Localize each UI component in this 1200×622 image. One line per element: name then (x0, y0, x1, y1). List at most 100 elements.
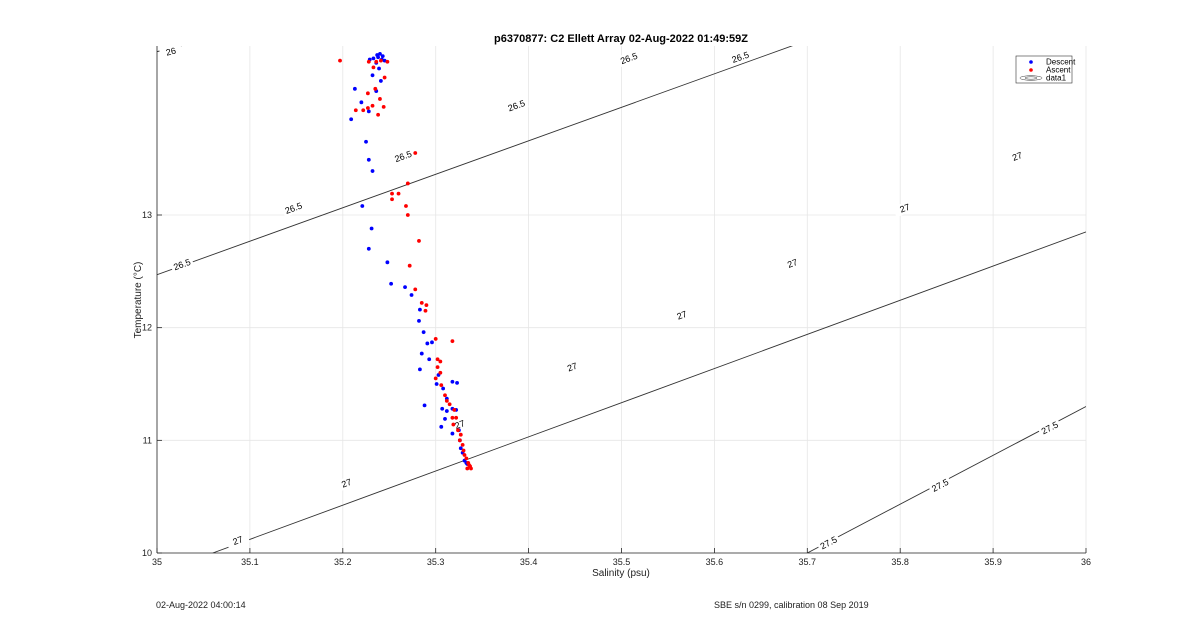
axes (156, 46, 1087, 554)
contour-label: 26 (165, 46, 177, 58)
descent-point (458, 446, 463, 451)
x-tick-label: 35.3 (427, 557, 445, 567)
descent-point (366, 157, 371, 162)
ascent-point (413, 287, 418, 292)
contour-label: 27 (675, 309, 688, 322)
x-tick-label: 35.2 (334, 557, 352, 567)
contour-line (212, 231, 1086, 553)
contour-label: 27 (340, 477, 353, 490)
ascent-point (413, 151, 418, 155)
ascent-point (439, 383, 444, 388)
descent-point (434, 382, 439, 386)
legend-descent-label: Descent (1046, 58, 1076, 67)
contour-label: 27 (898, 202, 911, 215)
descent-point (360, 204, 365, 208)
contour-label-bg (616, 49, 642, 68)
ascent-point (365, 91, 370, 96)
contour-label: 27 (1011, 150, 1024, 163)
x-tick-label: 35.7 (799, 557, 817, 567)
contour-label-bg (390, 147, 416, 166)
ascent-point (450, 415, 455, 420)
ascent-point (365, 106, 370, 110)
ascent-point (423, 308, 428, 313)
ascent-point (458, 432, 463, 437)
footer-timestamp: 02-Aug-2022 04:00:14 (156, 600, 246, 610)
ascent-point (451, 422, 456, 427)
ascent-point (373, 86, 378, 91)
ascent-point (371, 65, 376, 70)
y-tick-label: 13 (142, 210, 152, 220)
descent-point (455, 380, 459, 385)
x-tick-label: 35.4 (520, 557, 538, 567)
grid-lines (156, 46, 1087, 554)
descent-point (380, 54, 385, 59)
contour-label-bg (669, 306, 695, 325)
ascent-point (450, 339, 455, 344)
contour-label-bg (1037, 417, 1063, 438)
contour-label-bg (1005, 147, 1030, 166)
descent-point (385, 260, 390, 265)
descent-point (377, 66, 381, 71)
ascent-point (366, 59, 371, 64)
x-tick-label: 35.1 (241, 557, 259, 567)
contour-label-bg (780, 254, 805, 273)
ascent-point (433, 337, 438, 341)
ascent-point (376, 112, 381, 117)
contour-label: 27 (231, 534, 244, 547)
y-tick-label: 11 (143, 435, 152, 445)
tick-labels: 35 35.1 35.2 35.3 35.4 35.5 35.6 35.7 35.8 35.9 36… (142, 210, 1091, 567)
descent-point (425, 341, 430, 346)
descent-point (370, 169, 375, 173)
contour-label-bg (169, 255, 195, 274)
ascent-point (378, 58, 383, 63)
ascent-point (396, 191, 401, 196)
ascent-point (435, 357, 440, 362)
descent-point (418, 367, 422, 372)
descent-point (352, 86, 357, 91)
legend-ascent-label: Ascent (1046, 66, 1071, 75)
ascent-point (468, 464, 472, 469)
descent-point (376, 55, 381, 60)
descent-point (427, 357, 432, 362)
descent-point (359, 100, 364, 105)
descent-point (409, 293, 414, 297)
descent-point (450, 379, 455, 384)
y-tick-label: 12 (142, 323, 152, 333)
descent-point (450, 431, 455, 436)
ascent-point (452, 408, 457, 412)
ascent-point (438, 370, 443, 375)
contour-label-bg (816, 532, 841, 553)
x-axis-label: Salinity (psu) (592, 568, 650, 579)
legend-descent-marker (1029, 60, 1033, 64)
ascent-point (338, 58, 342, 63)
contour-label: 27 (786, 257, 799, 270)
ascent-point (419, 300, 424, 305)
contour-label-bg (892, 199, 918, 218)
descent-point (418, 307, 422, 312)
contour-label-bg (281, 199, 306, 218)
ascent-point (464, 456, 469, 461)
ascent-point (456, 428, 460, 433)
descent-point (439, 424, 444, 429)
ascent-point (443, 393, 447, 398)
descent-point (430, 340, 434, 345)
descent-point (440, 406, 445, 411)
descent-point (403, 285, 407, 290)
descent-point (371, 56, 376, 61)
contour-label-bg (504, 96, 529, 115)
ascent-point (447, 402, 452, 407)
descent-point (369, 226, 374, 231)
descent-point (441, 386, 446, 391)
contour-label: 27 (453, 418, 466, 431)
descent-point (364, 139, 368, 144)
ascent-point (417, 239, 421, 243)
contour-label-bg (927, 475, 953, 496)
ascent-point (382, 75, 387, 80)
ascent-point (462, 453, 467, 457)
ascent-point (390, 191, 394, 196)
descent-point (366, 109, 371, 114)
ascent-point (390, 197, 394, 202)
x-tick-label: 35 (152, 557, 162, 567)
ascent-point (433, 376, 438, 381)
